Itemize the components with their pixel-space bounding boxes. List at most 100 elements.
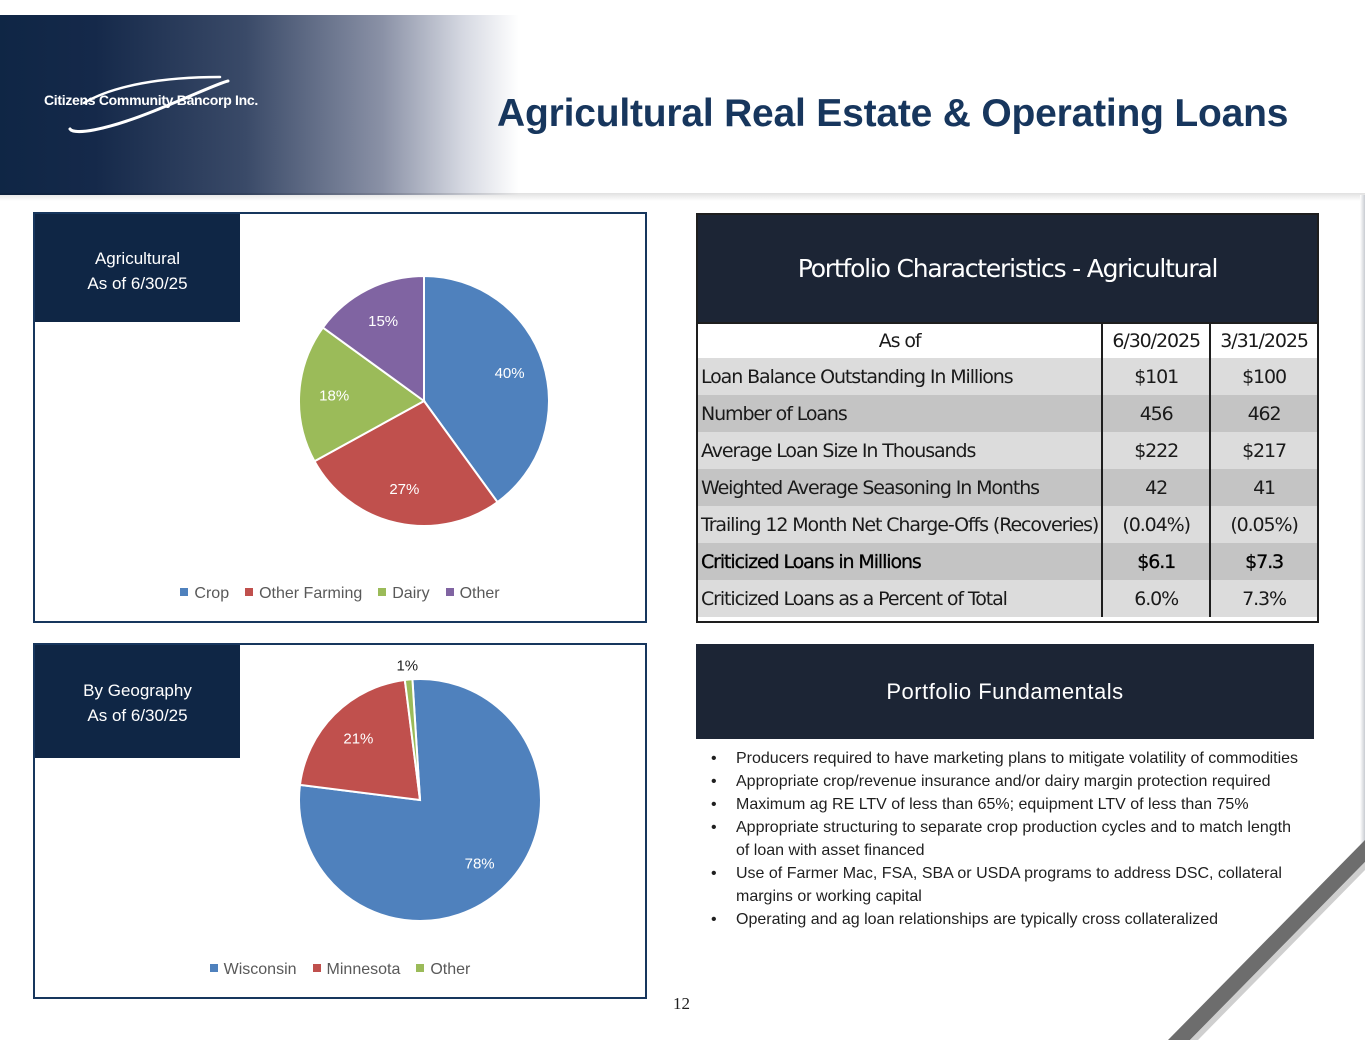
legend-swatch-icon (416, 964, 425, 972)
bullet-icon: • (711, 750, 717, 767)
corner-decoration-icon (1168, 840, 1365, 1040)
legend-label: Dairy (392, 585, 430, 602)
fundamentals-list: • Producers required to have marketing pl… (708, 747, 1308, 931)
header-banner (0, 15, 1365, 195)
row-label: Loan Balance Outstanding In Millions (698, 358, 1103, 395)
geography-pie-svg: 78% 21% 1% (298, 658, 542, 922)
bullet-icon: • (711, 773, 717, 790)
agricultural-legend: Crop Other Farming Dairy Other (35, 585, 645, 603)
list-item-text: Producers required to have marketing pla… (736, 750, 1299, 767)
geography-chart-label: By Geography As of 6/30/25 (35, 645, 240, 758)
row-value-2: 41 (1209, 469, 1317, 506)
legend-swatch-icon (180, 588, 189, 596)
bullet-icon: • (711, 865, 717, 882)
agricultural-label-line1: Agricultural (94, 249, 181, 268)
row-value-2: $100 (1209, 358, 1317, 395)
geography-legend: Wisconsin Minnesota Other (35, 961, 645, 979)
row-value-2: 462 (1209, 395, 1317, 432)
legend-label: Other (430, 961, 471, 978)
table-row: Trailing 12 Month Net Charge-Offs (Recov… (698, 506, 1317, 543)
list-item: • Appropriate crop/revenue insurance and/… (708, 770, 1308, 793)
company-logo: Citizens Community Bancorp Inc. (44, 73, 284, 143)
header-as-of: As of (698, 322, 1103, 358)
row-value-1: $6.1 (1101, 543, 1211, 580)
list-item-text: Maximum ag RE LTV of less than 65%; equi… (736, 796, 1249, 813)
row-value-2: $7.3 (1209, 543, 1317, 580)
table-row: Criticized Loans in Millions $6.1 $7.3 (698, 543, 1317, 580)
legend-item-minnesota: Minnesota (312, 961, 401, 979)
agricultural-pie-chart: 40% 27% 18% 15% Agricultural As of 6/30/25 … (33, 212, 647, 623)
row-label: Criticized Loans in Millions (698, 543, 1103, 580)
legend-swatch-icon (445, 588, 454, 596)
logo-text: Citizens Community Bancorp Inc. (44, 92, 258, 108)
list-item-text: Appropriate structuring to separate crop… (736, 819, 1291, 859)
page-number: 12 (673, 994, 690, 1013)
legend-item-wisconsin: Wisconsin (209, 961, 297, 979)
list-item-text: Operating and ag loan relationships are … (736, 911, 1219, 928)
pie-data-label: 18% (319, 387, 349, 404)
pie-data-label: 1% (396, 658, 418, 675)
legend-swatch-icon (245, 588, 254, 596)
legend-swatch-icon (312, 964, 321, 972)
pie-data-label: 21% (343, 730, 373, 747)
legend-label: Other (459, 585, 500, 602)
legend-item-other: Other (416, 961, 470, 979)
row-value-2: (0.05%) (1209, 506, 1317, 543)
pie-data-label: 15% (368, 313, 398, 330)
list-item: • Use of Farmer Mac, FSA, SBA or USDA pro… (708, 862, 1308, 908)
row-value-1: 6.0% (1101, 580, 1211, 617)
table-row: Weighted Average Seasoning In Months 42 … (698, 469, 1317, 506)
legend-swatch-icon (378, 588, 387, 596)
legend-item-other-farming: Other Farming (245, 585, 362, 603)
row-label: Trailing 12 Month Net Charge-Offs (Recov… (698, 506, 1103, 543)
row-label: Number of Loans (698, 395, 1103, 432)
legend-swatch-icon (209, 964, 218, 972)
pie-data-label: 27% (389, 481, 419, 498)
legend-label: Minnesota (326, 961, 401, 978)
row-label: Criticized Loans as a Percent of Total (698, 580, 1103, 617)
row-value-2: $217 (1209, 432, 1317, 469)
list-item: • Maximum ag RE LTV of less than 65%; equ… (708, 793, 1308, 816)
header-period-1: 6/30/2025 (1101, 322, 1211, 358)
row-value-1: 456 (1101, 395, 1211, 432)
list-item-text: Appropriate crop/revenue insurance and/o… (736, 773, 1271, 790)
pie-data-label: 78% (465, 856, 495, 873)
pie-slice-other-farming (313, 399, 499, 527)
legend-label: Other Farming (259, 585, 363, 602)
table-row: Criticized Loans as a Percent of Total 6… (698, 580, 1317, 617)
row-value-1: $222 (1101, 432, 1211, 469)
table-row: Loan Balance Outstanding In Millions $10… (698, 358, 1317, 395)
bullet-icon: • (711, 911, 717, 928)
legend-label: Crop (194, 585, 230, 602)
table-row: Number of Loans 456 462 (698, 395, 1317, 432)
right-edge-shade (1360, 195, 1365, 855)
row-value-1: (0.04%) (1101, 506, 1211, 543)
pie-slice-minnesota (298, 678, 422, 802)
pie-slice-other (321, 274, 425, 403)
list-item: • Appropriate structuring to separate cro… (708, 816, 1308, 862)
portfolio-characteristics-table: Portfolio Characteristics - Agricultural… (696, 213, 1319, 623)
header-period-2: 3/31/2025 (1209, 322, 1317, 358)
legend-item-dairy: Dairy (378, 585, 430, 603)
geography-label-line2: As of 6/30/25 (87, 706, 188, 725)
legend-item-crop: Crop (180, 585, 229, 603)
geography-pie-chart: 78% 21% 1% By Geography As of 6/30/25 Wisc… (33, 643, 647, 999)
list-item: • Operating and ag loan relationships are… (708, 908, 1308, 931)
pie-slice-crop (423, 274, 550, 504)
legend-item-other: Other (445, 585, 500, 603)
agricultural-pie-svg: 40% 27% 18% 15% (298, 274, 550, 527)
list-item-text: Use of Farmer Mac, FSA, SBA or USDA prog… (736, 865, 1282, 905)
row-label: Weighted Average Seasoning In Months (698, 469, 1103, 506)
page-title: Agricultural Real Estate & Operating Loa… (497, 92, 1289, 135)
agricultural-chart-label: Agricultural As of 6/30/25 (35, 214, 240, 322)
portfolio-table: As of 6/30/2025 3/31/2025 Loan Balance O… (698, 322, 1317, 617)
portfolio-fundamentals-title: Portfolio Fundamentals (696, 644, 1314, 739)
legend-label: Wisconsin (223, 961, 297, 978)
portfolio-table-title: Portfolio Characteristics - Agricultural (698, 215, 1317, 322)
row-value-2: 7.3% (1209, 580, 1317, 617)
row-value-1: 42 (1101, 469, 1211, 506)
pie-slice-dairy (298, 326, 426, 463)
logo-swoosh-icon (68, 75, 230, 134)
pie-slice-other (403, 678, 421, 801)
list-item: • Producers required to have marketing pl… (708, 747, 1308, 770)
